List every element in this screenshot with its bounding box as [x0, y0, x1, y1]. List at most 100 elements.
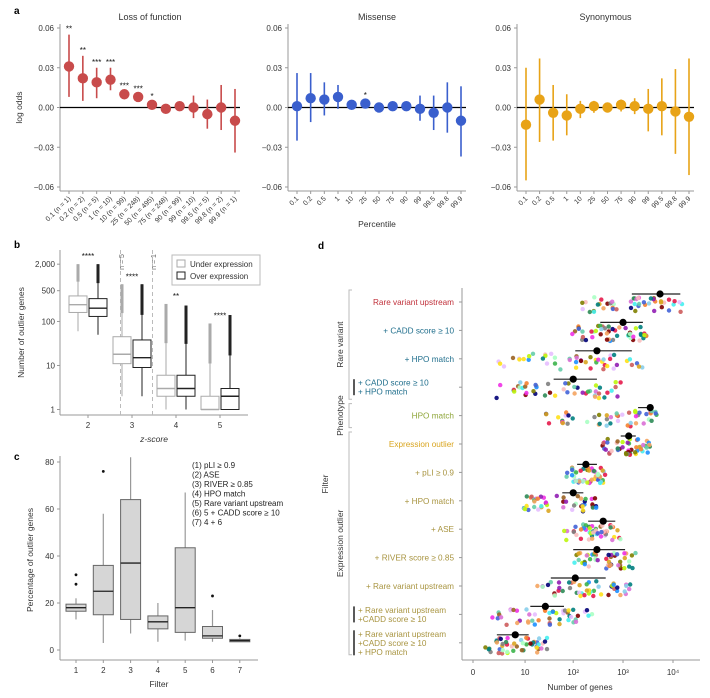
data-point [229, 115, 241, 126]
y-tick-label: 20 [45, 599, 54, 608]
sample-point [496, 650, 501, 656]
sample-point [606, 552, 611, 558]
sample-point [498, 382, 503, 388]
sample-point [603, 447, 608, 452]
sample-point [592, 295, 597, 300]
data-point [91, 77, 102, 88]
sample-point [634, 445, 639, 450]
sample-point [573, 470, 579, 475]
data-point [561, 110, 572, 121]
outlier-point [211, 594, 214, 598]
y-tick-label: −0.06 [34, 183, 55, 192]
data-point [401, 100, 412, 112]
x-tick-label: 1 [334, 195, 342, 203]
box [174, 547, 196, 633]
sample-point [558, 367, 563, 372]
sample-point [547, 390, 553, 395]
box [202, 626, 223, 639]
sample-point [575, 613, 581, 618]
sample-point [596, 395, 602, 401]
row-label: + HPO match [358, 388, 408, 397]
sample-point [622, 555, 627, 561]
sample-point [602, 326, 608, 331]
sample-point [677, 300, 682, 305]
x-tick-label: 99.5 [651, 195, 666, 210]
row-label: + pLI ≥ 0.9 [415, 468, 454, 477]
sample-point [545, 582, 551, 588]
x-tick-label: 2 [101, 666, 106, 675]
legend-swatch [176, 259, 186, 268]
sample-point [576, 326, 581, 331]
x-tick-label: 99.8 [436, 195, 451, 210]
sample-point [565, 421, 570, 426]
sample-point [532, 612, 538, 617]
sample-point [601, 440, 606, 446]
sample-point [535, 583, 540, 589]
sample-point [583, 496, 588, 502]
panel-b-boxplot: 2,000 500 100 10 1 Number of outlier genes z-s… [16, 250, 261, 444]
sample-point [630, 565, 635, 571]
sample-point [571, 607, 576, 612]
data-point [119, 89, 130, 100]
sample-point [658, 300, 664, 305]
mean-point [593, 546, 601, 554]
panel-a-a-missense: Missense 0.06 0.03 0.00 −0.03 −0.06 0.1 0.2 0.5 1… [262, 12, 467, 229]
sample-point [604, 331, 610, 336]
x-tick-label: 0.2 [302, 195, 314, 207]
significance-label: ** [80, 46, 86, 55]
sample-point [624, 452, 629, 457]
sample-point [532, 504, 537, 510]
sample-point [622, 589, 627, 594]
mean-point [593, 347, 601, 355]
panel-letter-a: a [14, 6, 20, 17]
panel-letter-c: c [14, 452, 20, 463]
sample-point [542, 639, 548, 644]
sample-point [633, 550, 638, 556]
sample-point [582, 562, 587, 567]
legend-item: (1) pLI ≥ 0.9 [192, 461, 236, 470]
sample-point [591, 309, 597, 314]
row-label: Rare variant upstream [373, 298, 454, 307]
sample-point [666, 308, 672, 313]
data-point [373, 102, 385, 113]
data-point [683, 111, 695, 122]
sample-point [629, 362, 635, 368]
sample-point [625, 423, 630, 428]
box [112, 336, 132, 365]
x-tick-label: 10⁴ [667, 668, 680, 677]
sample-point [598, 323, 603, 328]
sample-point [641, 300, 647, 305]
data-point [332, 91, 344, 103]
legend-item: (5) Rare variant upstream [192, 499, 283, 508]
x-tick-label: 99.8 [664, 195, 679, 210]
x-tick-label: 50 [372, 195, 383, 206]
sample-point [524, 390, 529, 396]
mean-point [541, 602, 549, 611]
sample-point [494, 395, 499, 401]
mean-point [569, 375, 577, 383]
sample-point [552, 393, 558, 398]
sample-point [562, 608, 568, 613]
data-point [77, 73, 89, 84]
sample-point [543, 500, 549, 505]
annotation-label: n = 5 [119, 254, 126, 270]
x-tick-label: 90 [628, 195, 639, 206]
significance-label: *** [133, 84, 142, 93]
sample-point [620, 445, 625, 450]
sample-point [611, 582, 616, 587]
sample-point [604, 556, 609, 561]
data-point [643, 103, 654, 115]
group-label: Phenotype [335, 395, 345, 436]
sample-point [605, 440, 610, 445]
sample-point [498, 636, 503, 642]
x-tick-label: 99 [413, 195, 424, 206]
sample-point [633, 421, 639, 426]
sample-point [539, 646, 544, 651]
sample-point [598, 534, 604, 539]
sample-point [609, 448, 614, 454]
sample-point [593, 328, 599, 334]
sample-point [566, 617, 571, 623]
sample-point [564, 537, 569, 543]
sample-point [618, 559, 623, 564]
row-label: + HPO match [405, 355, 455, 364]
